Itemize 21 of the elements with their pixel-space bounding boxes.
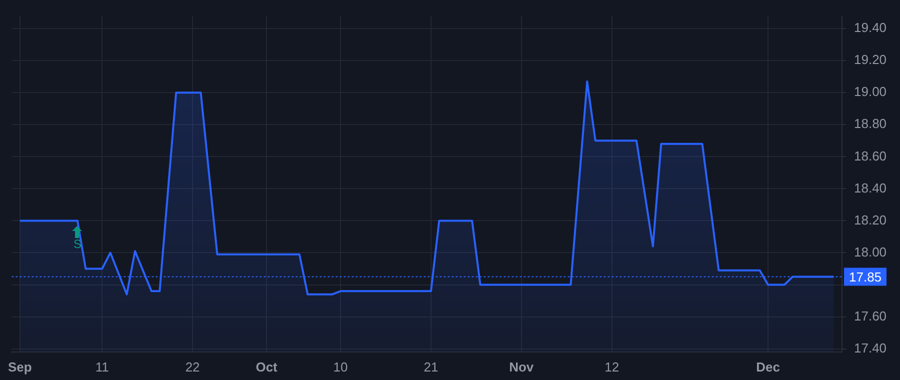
x-tick-label: 22 (185, 359, 200, 374)
y-tick-label: 18.20 (854, 212, 887, 228)
x-tick-label: 21 (424, 359, 438, 374)
y-tick-label: 19.40 (854, 20, 887, 36)
y-tick-label: 18.80 (854, 116, 887, 132)
x-tick-label: 11 (95, 359, 109, 374)
y-tick-label: 19.00 (854, 84, 887, 100)
x-tick-label: Dec (756, 359, 780, 374)
x-tick-label: 12 (604, 359, 620, 374)
x-tick-label: Oct (256, 359, 278, 374)
x-tick-label: 10 (333, 359, 348, 374)
y-tick-label: 18.40 (854, 180, 887, 196)
annotation: S (73, 237, 82, 252)
x-tick-label: Sep (8, 359, 32, 374)
y-tick-label: 17.40 (854, 340, 887, 356)
y-tick-label: 18.00 (854, 244, 887, 260)
y-tick-label: 17.60 (854, 308, 887, 324)
y-tick-label: 19.20 (854, 52, 887, 68)
x-tick-label: Nov (509, 359, 534, 374)
y-tick-label: 18.60 (854, 148, 887, 164)
ref-line-label: 17.85 (849, 269, 882, 284)
